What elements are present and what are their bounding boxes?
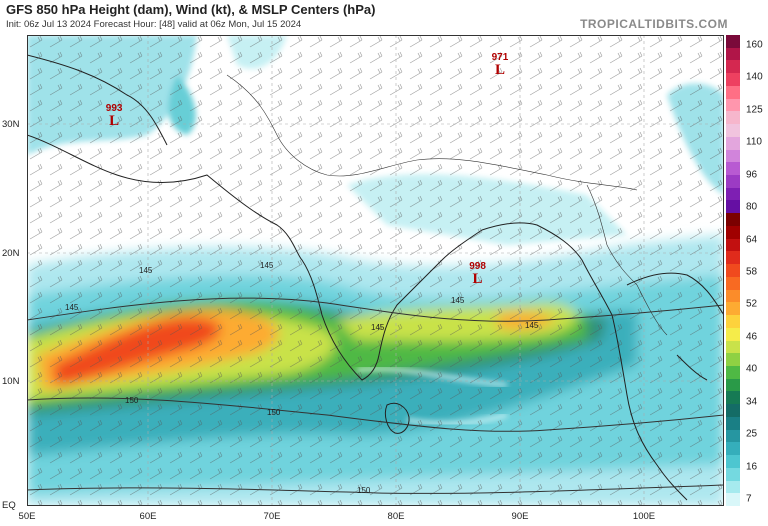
low-pressure-center: 993 L — [105, 102, 123, 129]
colorbar-band — [726, 73, 740, 87]
colorbar-band — [726, 416, 740, 431]
colorbar-tick-label: 160 — [746, 39, 763, 51]
colorbar-band — [726, 276, 740, 291]
colorbar-band — [726, 187, 740, 201]
low-symbol: L — [494, 61, 505, 78]
contour-label: 150 — [125, 396, 139, 405]
colorbar-tick-label: 64 — [746, 234, 758, 246]
coastlines — [27, 54, 724, 501]
lon-label-60e: 60E — [139, 511, 157, 522]
contour-label: 145 — [139, 266, 153, 275]
map-frame — [27, 35, 724, 506]
colorbar-band — [726, 60, 740, 74]
colorbar-band — [726, 85, 740, 100]
chart-title: GFS 850 hPa Height (dam), Wind (kt), & M… — [6, 2, 376, 17]
low-symbol: L — [109, 112, 120, 129]
colorbar-tick-label: 46 — [746, 331, 758, 343]
colorbar-band — [726, 289, 740, 303]
contour-label: 150 — [267, 408, 281, 417]
colorbar-band — [726, 315, 740, 329]
weather-map: 145 145 145 145 150 150 150 145 145 — [27, 35, 724, 506]
colorbar-band — [726, 264, 740, 278]
colorbar-band — [726, 238, 740, 252]
colorbar-band — [726, 200, 740, 214]
colorbar-tick-label: 140 — [746, 71, 763, 83]
graticule — [27, 35, 724, 506]
contour-label: 150 — [357, 486, 371, 495]
height-contours — [27, 297, 724, 494]
contour-label: 145 — [260, 261, 274, 270]
lat-label-eq: EQ — [2, 500, 16, 511]
colorbar-band — [726, 111, 740, 125]
colorbar-band — [726, 340, 740, 354]
lat-label-20n: 20N — [2, 248, 20, 259]
lat-label-10n: 10N — [2, 376, 20, 387]
colorbar-band — [726, 98, 740, 112]
colorbar-tick-label: 125 — [746, 104, 763, 116]
colorbar-band — [726, 404, 740, 418]
wind-speed-colorbar — [726, 35, 740, 507]
colorbar-band — [726, 35, 740, 49]
contour-labels: 145 145 145 145 150 150 150 145 145 — [65, 261, 539, 495]
colorbar-tick-label: 110 — [746, 136, 762, 148]
colorbar-band — [726, 124, 740, 138]
colorbar-band — [726, 353, 740, 367]
colorbar-band — [726, 429, 740, 443]
colorbar-band — [726, 149, 740, 163]
pressure-value: 998 — [469, 260, 486, 272]
colorbar-band — [726, 467, 740, 482]
chart-header: GFS 850 hPa Height (dam), Wind (kt), & M… — [0, 0, 768, 33]
colorbar-band — [726, 175, 740, 189]
wind-barbs — [27, 35, 724, 506]
pressure-value: 993 — [105, 102, 123, 114]
lon-label-80e: 80E — [387, 511, 405, 522]
colorbar-band — [726, 136, 740, 151]
colorbar-tick-label: 96 — [746, 169, 758, 181]
country-borders — [226, 74, 668, 336]
pressure-value: 971 — [491, 51, 509, 63]
colorbar-tick-label: 7 — [746, 493, 752, 505]
colorbar-tick-label: 52 — [746, 298, 758, 310]
low-pressure-center: 998 L — [469, 260, 486, 287]
colorbar-band — [726, 302, 740, 316]
colorbar-band — [726, 378, 740, 392]
colorbar-band — [726, 455, 740, 469]
contour-label: 145 — [371, 323, 385, 332]
colorbar-tick-label: 16 — [746, 461, 758, 473]
colorbar-tick-label: 58 — [746, 266, 758, 278]
colorbar-tick-label: 25 — [746, 428, 758, 440]
colorbar-tick-label: 40 — [746, 363, 758, 375]
lon-label-90e: 90E — [511, 511, 529, 522]
lon-label-70e: 70E — [263, 511, 281, 522]
colorbar-tick-label: 34 — [746, 396, 758, 408]
contour-label: 145 — [65, 303, 79, 312]
lon-label-50e: 50E — [18, 511, 36, 522]
contour-label: 145 — [451, 296, 465, 305]
colorbar-band — [726, 480, 740, 494]
source-brand: TROPICALTIDBITS.COM — [580, 17, 728, 31]
lat-label-30n: 30N — [2, 119, 20, 130]
low-pressure-center: 971 L — [491, 51, 509, 78]
colorbar-band — [726, 493, 740, 507]
colorbar-band — [726, 327, 740, 341]
colorbar-tick-label: 80 — [746, 201, 758, 213]
low-symbol: L — [472, 270, 483, 287]
colorbar-band — [726, 442, 740, 456]
colorbar-band — [726, 162, 740, 176]
colorbar-band — [726, 391, 740, 405]
colorbar-band — [726, 225, 740, 240]
lon-label-100e: 100E — [632, 511, 656, 522]
colorbar-band — [726, 365, 740, 380]
colorbar-band — [726, 251, 740, 265]
colorbar-band — [726, 47, 740, 61]
forecast-info: Init: 06z Jul 13 2024 Forecast Hour: [48… — [6, 19, 302, 30]
contour-label: 145 — [525, 321, 539, 330]
colorbar-band — [726, 213, 740, 227]
